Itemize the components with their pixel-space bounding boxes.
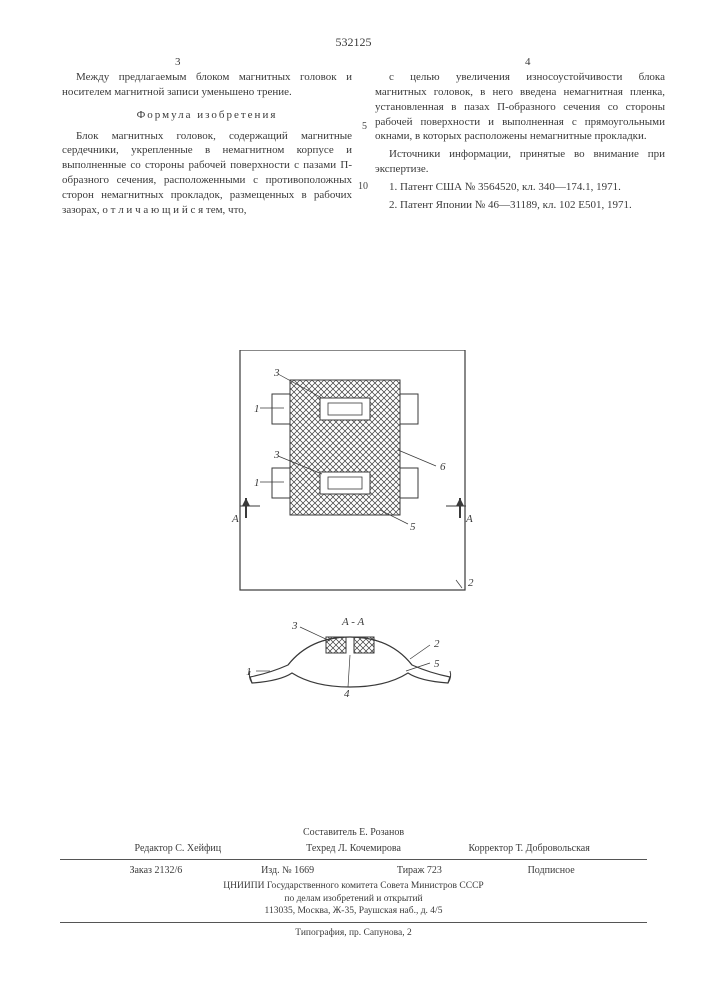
svg-text:2: 2 <box>434 638 440 650</box>
svg-text:4: 4 <box>344 688 350 700</box>
line-number-5: 5 <box>362 120 367 134</box>
fig-label-1b: 1 <box>254 477 260 489</box>
sources-title: Источники информации, принятые во вниман… <box>375 147 665 177</box>
fig-label-A-right: A <box>465 513 473 525</box>
figure-section-view: A - A 3 2 5 1 4 <box>210 615 500 710</box>
source-1: 1. Патент США № 3564520, кл. 340—174.1, … <box>375 180 665 195</box>
claim-para: Блок магнитных головок, содержащий магни… <box>62 129 352 218</box>
footer-rule-2 <box>60 922 647 923</box>
svg-text:1: 1 <box>246 666 252 678</box>
right-column: с целью увеличения износоустойчивости бл… <box>375 70 665 216</box>
source-2: 2. Патент Японии № 46—31189, кл. 102 E50… <box>375 198 665 213</box>
footer-podpis: Подписное <box>485 864 617 878</box>
footer-editor: Редактор С. Хейфиц <box>90 842 266 856</box>
footer-corrector: Корректор Т. Добровольская <box>441 842 617 856</box>
col-num-left: 3 <box>175 55 181 70</box>
figure-block: 3 1 3 1 6 5 2 A A A - A 3 2 5 1 4 <box>210 350 500 715</box>
footer-compiler: Составитель Е. Розанов <box>60 826 647 840</box>
figure-top-view: 3 1 3 1 6 5 2 A A <box>210 350 500 610</box>
footer-org1: ЦНИИПИ Государственного комитета Совета … <box>60 880 647 893</box>
footer-address: 113035, Москва, Ж-35, Раушская наб., д. … <box>60 905 647 918</box>
formula-title: Формула изобретения <box>62 108 352 123</box>
footer-rule-1 <box>60 859 647 860</box>
footer-techred: Техред Л. Кочемирова <box>266 842 442 856</box>
footer-tirazh: Тираж 723 <box>354 864 486 878</box>
fig-label-6: 6 <box>440 461 446 473</box>
footer-order: Заказ 2132/6 <box>90 864 222 878</box>
fig-label-5: 5 <box>410 521 416 533</box>
fig-label-2: 2 <box>468 577 474 589</box>
fig-label-1a: 1 <box>254 403 260 415</box>
col-num-right: 4 <box>525 55 531 70</box>
footer-org2: по делам изобретений и открытий <box>60 893 647 906</box>
claim-cont: с целью увеличения износоустойчивости бл… <box>375 70 665 144</box>
patent-number: 532125 <box>336 34 372 50</box>
fig-label-3a: 3 <box>273 367 280 379</box>
footer-izd: Изд. № 1669 <box>222 864 354 878</box>
left-column: Между предлагаемым блоком магнитных голо… <box>62 70 352 221</box>
intro-para: Между предлагаемым блоком магнитных голо… <box>62 70 352 100</box>
line-number-10: 10 <box>358 180 368 194</box>
fig-label-3b: 3 <box>273 449 280 461</box>
fig-label-A-left: A <box>231 513 239 525</box>
footer: Составитель Е. Розанов Редактор С. Хейфи… <box>60 826 647 940</box>
section-title: A - A <box>341 616 364 628</box>
svg-text:3: 3 <box>291 620 298 632</box>
footer-printer: Типография, пр. Сапунова, 2 <box>60 927 647 940</box>
svg-text:5: 5 <box>434 658 440 670</box>
